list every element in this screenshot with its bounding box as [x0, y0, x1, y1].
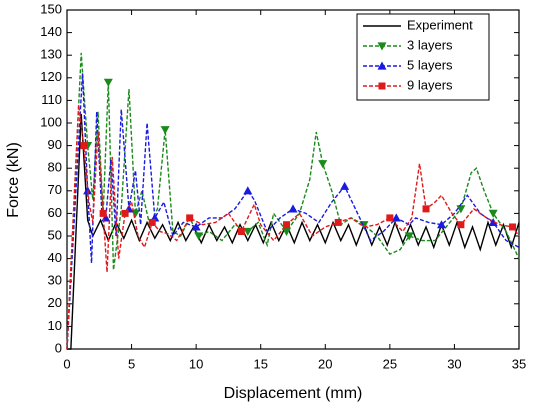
legend-label: Experiment: [407, 17, 473, 32]
series-line: [66, 73, 520, 350]
y-tick-label: 50: [48, 227, 62, 242]
series-line: [66, 104, 520, 350]
marker: [377, 42, 387, 51]
y-tick-label: 0: [55, 340, 62, 355]
marker: [457, 221, 465, 229]
marker: [160, 126, 170, 135]
y-tick-label: 70: [48, 182, 62, 197]
y-axis-label: Force (kN): [5, 142, 22, 218]
y-tick-label: 60: [48, 205, 62, 220]
marker: [404, 232, 414, 241]
y-tick-label: 80: [48, 160, 62, 175]
marker: [148, 218, 156, 226]
marker: [334, 218, 342, 226]
marker: [191, 222, 201, 231]
marker: [509, 223, 517, 231]
x-tick-label: 20: [318, 356, 332, 371]
y-tick-label: 30: [48, 273, 62, 288]
marker: [103, 78, 113, 87]
y-tick-label: 120: [40, 69, 62, 84]
legend-label: 5 layers: [407, 57, 453, 72]
marker: [243, 227, 253, 236]
plot-area: [66, 52, 520, 350]
marker: [282, 227, 292, 236]
y-tick-label: 90: [48, 137, 62, 152]
y-tick-label: 140: [40, 24, 62, 39]
plot-frame: [66, 9, 520, 350]
legend-label: 9 layers: [407, 77, 453, 92]
y-tick-label: 100: [40, 114, 62, 129]
marker: [391, 213, 401, 222]
y-tick-label: 20: [48, 295, 62, 310]
x-tick-label: 5: [128, 356, 135, 371]
marker: [80, 142, 88, 150]
y-tick-label: 10: [48, 318, 62, 333]
marker: [237, 227, 245, 235]
marker: [456, 205, 466, 214]
marker: [488, 209, 498, 218]
legend-label: 3 layers: [407, 37, 453, 52]
y-tick-label: 150: [40, 1, 62, 16]
y-tick-label: 130: [40, 47, 62, 62]
x-tick-label: 10: [189, 356, 203, 371]
marker: [488, 217, 498, 227]
x-axis-label: Displacement (mm): [224, 385, 363, 402]
marker: [288, 204, 298, 213]
marker: [378, 82, 386, 90]
x-tick-label: 15: [253, 356, 267, 371]
y-tick-label: 110: [41, 92, 62, 107]
y-tick-label: 40: [48, 250, 62, 265]
marker: [186, 214, 194, 222]
x-tick-label: 30: [447, 356, 461, 371]
marker: [422, 205, 430, 213]
series-line: [67, 113, 520, 350]
marker: [377, 61, 387, 70]
marker: [386, 214, 394, 222]
x-tick-label: 35: [512, 356, 526, 371]
legend-box: [356, 13, 490, 101]
series-line: [66, 52, 520, 350]
marker: [121, 209, 129, 217]
marker: [243, 186, 253, 195]
marker: [99, 209, 107, 217]
marker: [194, 232, 204, 241]
x-tick-label: 0: [63, 356, 70, 371]
marker: [437, 220, 447, 229]
x-tick-label: 25: [383, 356, 397, 371]
marker: [340, 181, 350, 190]
marker: [318, 160, 328, 169]
marker: [283, 221, 291, 229]
